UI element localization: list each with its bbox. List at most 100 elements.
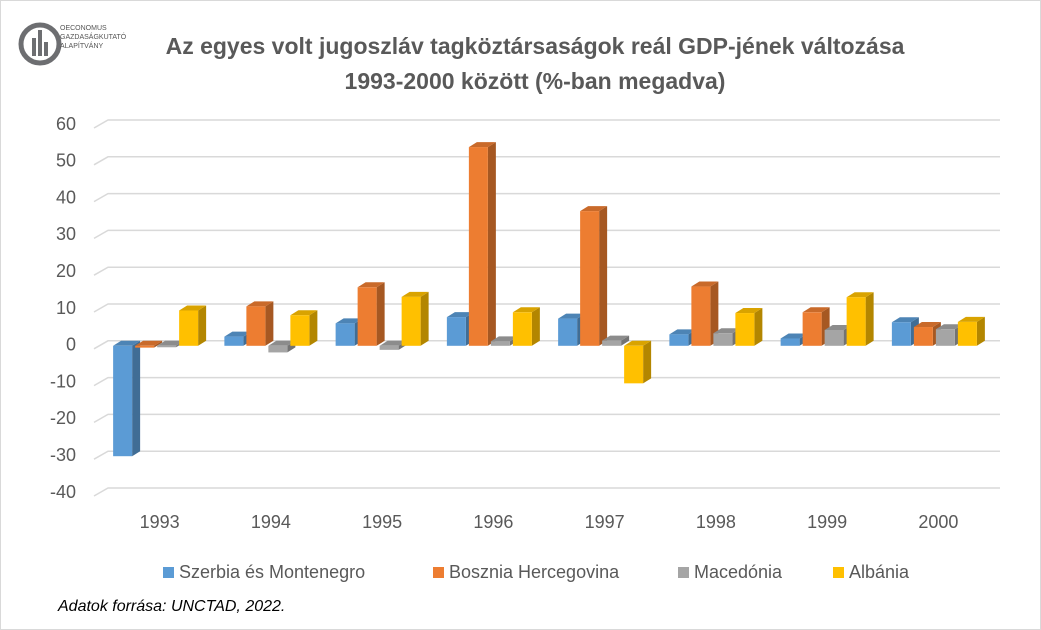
bar [735,313,755,346]
bar-top [379,340,407,346]
bar [357,287,377,346]
bar [401,296,421,346]
bar-side [976,316,985,346]
x-tick-label: 1995 [362,512,402,532]
bar [446,317,466,346]
logo-bar [32,38,36,56]
bar [113,345,133,457]
bar-top [512,307,540,313]
bar [268,345,288,353]
bar-top [846,292,874,298]
bar [290,315,310,346]
legend-swatch [433,567,444,578]
legend-label: Szerbia és Montenegro [179,562,365,582]
bar-top [246,301,274,307]
logo-text: OECONOMUS [60,25,107,32]
bar-top [113,340,141,346]
bar-top [401,291,429,297]
bar [713,333,733,346]
bar-group [624,340,652,384]
bar-top [446,312,474,318]
bar-side [309,310,318,346]
bar-side [376,282,385,346]
y-tick-label: 30 [56,224,76,244]
bar-top [669,329,697,335]
bar [624,345,644,384]
bar-top [624,340,652,346]
y-tick-label: 50 [56,151,76,171]
bar-top [602,335,630,341]
bar [602,340,622,346]
bar-group [602,335,630,346]
chart-title: 1993-2000 között (%-ban megadva) [345,68,726,94]
logo: OECONOMUS GAZDASÁGKUTATÓ ALAPÍTVÁNY [18,22,127,66]
y-tick-label: 20 [56,261,76,281]
bar [580,211,600,346]
bar [335,323,355,346]
bar-group [468,142,496,346]
bar-top [691,281,719,287]
bar [669,334,689,346]
y-tick-label: -40 [50,482,76,502]
bar-top [357,282,385,288]
bar-group [401,291,429,346]
y-tick-label: 10 [56,298,76,318]
bar-group [713,328,741,346]
logo-text: GAZDASÁGKUTATÓ [60,32,127,41]
bar-side [754,308,763,346]
legend-label: Macedónia [694,562,783,582]
bar-top [179,305,207,311]
bar-side [531,307,540,346]
bar-group [691,281,719,346]
bar [824,329,844,346]
bar-side [487,142,496,346]
bar-top [935,324,963,330]
bar-side [265,301,274,346]
grid-line [93,192,1000,203]
bar-side [621,335,630,346]
grid-line [93,413,1000,424]
bar-side [154,340,163,348]
x-tick-label: 1999 [807,512,847,532]
source-note: Adatok forrása: UNCTAD, 2022. [57,598,285,615]
bar [224,336,244,346]
bar-top [713,328,741,334]
bar-top [490,336,518,342]
bar-top [913,322,941,328]
bar [891,322,911,346]
bar-side [643,340,652,384]
y-tick-label: -10 [50,371,76,391]
bar-group [290,310,318,346]
legend-swatch [163,567,174,578]
bar [246,306,266,346]
logo-text: ALAPÍTVÁNY [60,41,104,50]
legend-swatch [833,567,844,578]
x-tick-label: 1998 [696,512,736,532]
bar-side [198,305,207,346]
bar-group [846,292,874,346]
bar-side [420,291,429,346]
y-tick-label: -30 [50,445,76,465]
bar-group [735,308,763,346]
bar [957,321,977,346]
logo-bar [44,42,48,56]
bar-group [580,206,608,346]
bar-group [957,316,985,346]
bar-side [132,340,141,457]
bar-side [865,292,874,346]
bar [691,286,711,346]
bar-top [335,318,363,324]
bar [468,147,488,346]
bar [846,297,866,346]
bar-top [135,340,163,346]
legend-swatch [678,567,689,578]
x-tick-label: 1996 [473,512,513,532]
bar-top [224,331,252,337]
x-tick-label: 2000 [918,512,958,532]
bar-top [580,206,608,212]
bar-top [780,333,808,339]
grid-line [93,119,1000,129]
legend-label: Albánia [849,562,910,582]
x-tick-label: 1994 [251,512,291,532]
